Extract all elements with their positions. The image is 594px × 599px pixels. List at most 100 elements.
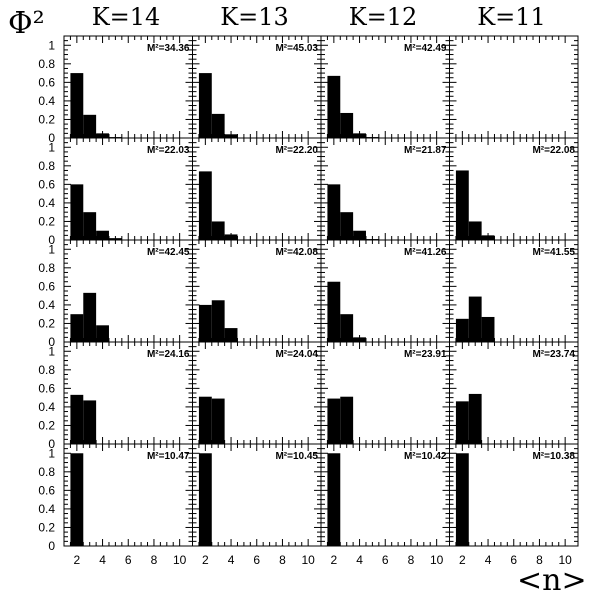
y-tick-label: 0.4 — [38, 298, 55, 312]
panel: M²=22.08 — [449, 137, 579, 241]
histogram-bar — [340, 212, 354, 240]
panel: M²=34.36 0 0.2 0.4 0.6 0.8 1 — [38, 35, 193, 145]
y-tick-label: 0.8 — [38, 363, 55, 377]
histogram-bar — [468, 296, 482, 342]
histogram-bar — [198, 171, 212, 240]
x-tick-label: 10 — [173, 553, 187, 567]
histogram-bar — [198, 396, 212, 444]
panel: M²=10.45 2 4 6 8 10 — [192, 443, 322, 567]
y-tick-label: 1 — [48, 242, 55, 256]
panel: M²=24.16 0 0.2 0.4 0.6 0.8 1 — [38, 341, 193, 451]
histogram-bar — [327, 184, 341, 240]
y-tick-label: 0 — [48, 437, 55, 451]
panel: M²=45.03 — [192, 35, 322, 139]
x-tick-label: 2 — [459, 553, 466, 567]
x-tick-label: 8 — [151, 553, 158, 567]
y-tick-label: 0.6 — [38, 381, 55, 395]
histogram-bar — [70, 394, 84, 444]
histogram-bar — [340, 396, 354, 444]
histogram-bar — [211, 221, 225, 240]
x-tick-label: 2 — [74, 553, 81, 567]
histogram-bar — [198, 453, 212, 546]
y-tick-label: 0.4 — [38, 94, 55, 108]
y-tick-label: 0 — [48, 131, 55, 145]
x-tick-label: 8 — [536, 553, 543, 567]
y-tick-label: 0.2 — [38, 112, 55, 126]
x-tick-label: 8 — [408, 553, 415, 567]
y-tick-label: 0.2 — [38, 520, 55, 534]
panel — [449, 35, 579, 139]
y-tick-label: 1 — [48, 446, 55, 460]
mass-label: M²=45.03 — [275, 43, 318, 54]
histogram-bar — [70, 184, 84, 240]
panel: M²=24.04 — [192, 341, 322, 445]
y-tick-label: 0.4 — [38, 196, 55, 210]
column-title: K=12 — [349, 3, 418, 31]
panel: M²=23.74 — [449, 341, 579, 445]
mass-label: M²=41.55 — [532, 247, 575, 258]
y-tick-label: 0.4 — [38, 400, 55, 414]
x-tick-label: 10 — [430, 553, 444, 567]
y-tick-label: 0.2 — [38, 214, 55, 228]
panel: M²=22.20 — [192, 137, 322, 241]
y-tick-label: 0.6 — [38, 279, 55, 293]
column-title: K=14 — [92, 3, 161, 31]
y-tick-label: 0 — [48, 233, 55, 247]
x-tick-label: 6 — [510, 553, 517, 567]
mass-label: M²=22.20 — [275, 145, 318, 156]
y-tick-label: 0.2 — [38, 316, 55, 330]
mass-label: M²=41.26 — [404, 247, 447, 258]
y-tick-label: 0.8 — [38, 261, 55, 275]
panel: M²=10.47 0 0.2 0.4 0.6 0.8 1 2 4 6 8 10 — [38, 443, 193, 567]
y-tick-label: 0 — [48, 539, 55, 553]
histogram-bar — [327, 281, 341, 342]
x-tick-label: 6 — [382, 553, 389, 567]
y-tick-label: 1 — [48, 38, 55, 52]
histogram-bar — [83, 212, 97, 240]
mass-label: M²=22.03 — [147, 145, 190, 156]
histogram-bar — [455, 318, 469, 342]
x-tick-label: 2 — [202, 553, 209, 567]
mass-label: M²=24.16 — [147, 349, 190, 360]
y-tick-label: 1 — [48, 344, 55, 358]
histogram-bar — [455, 401, 469, 444]
y-tick-label: 0.6 — [38, 75, 55, 89]
x-tick-label: 4 — [356, 553, 363, 567]
histogram-bar — [327, 453, 341, 546]
mass-label: M²=23.91 — [404, 349, 447, 360]
panel-frame — [449, 35, 579, 139]
x-tick-label: 2 — [331, 553, 338, 567]
histogram-bar — [340, 112, 354, 138]
histogram-bar — [211, 398, 225, 444]
mass-label: M²=42.49 — [404, 43, 447, 54]
x-tick-label: 4 — [485, 553, 492, 567]
mass-label: M²=22.08 — [532, 145, 575, 156]
column-title: K=11 — [477, 3, 546, 31]
x-tick-label: 4 — [99, 553, 106, 567]
mass-label: M²=10.38 — [532, 451, 575, 462]
x-axis-label: <n> — [517, 563, 587, 598]
x-tick-label: 10 — [558, 553, 572, 567]
mass-label: M²=10.42 — [404, 451, 447, 462]
histogram-bar — [327, 398, 341, 444]
histogram-bar — [468, 221, 482, 240]
histogram-bar — [198, 73, 212, 138]
histogram-bar — [198, 304, 212, 342]
panel: M²=42.45 0 0.2 0.4 0.6 0.8 1 — [38, 239, 193, 349]
x-tick-label: 6 — [253, 553, 260, 567]
column-title: K=13 — [220, 3, 289, 31]
mass-label: M²=42.08 — [275, 247, 318, 258]
panel: M²=10.42 2 4 6 8 10 — [320, 443, 450, 567]
histogram-bar — [455, 170, 469, 240]
histogram-bar — [481, 316, 495, 342]
y-tick-label: 0.2 — [38, 418, 55, 432]
panel: M²=23.91 — [320, 341, 450, 445]
histogram-bar — [96, 325, 109, 342]
y-tick-label: 0.6 — [38, 177, 55, 191]
histogram-bar — [70, 453, 84, 546]
y-axis-label: Φ² — [8, 6, 45, 41]
y-tick-label: 1 — [48, 140, 55, 154]
y-tick-label: 0.6 — [38, 483, 55, 497]
histogram-bar — [211, 113, 225, 138]
